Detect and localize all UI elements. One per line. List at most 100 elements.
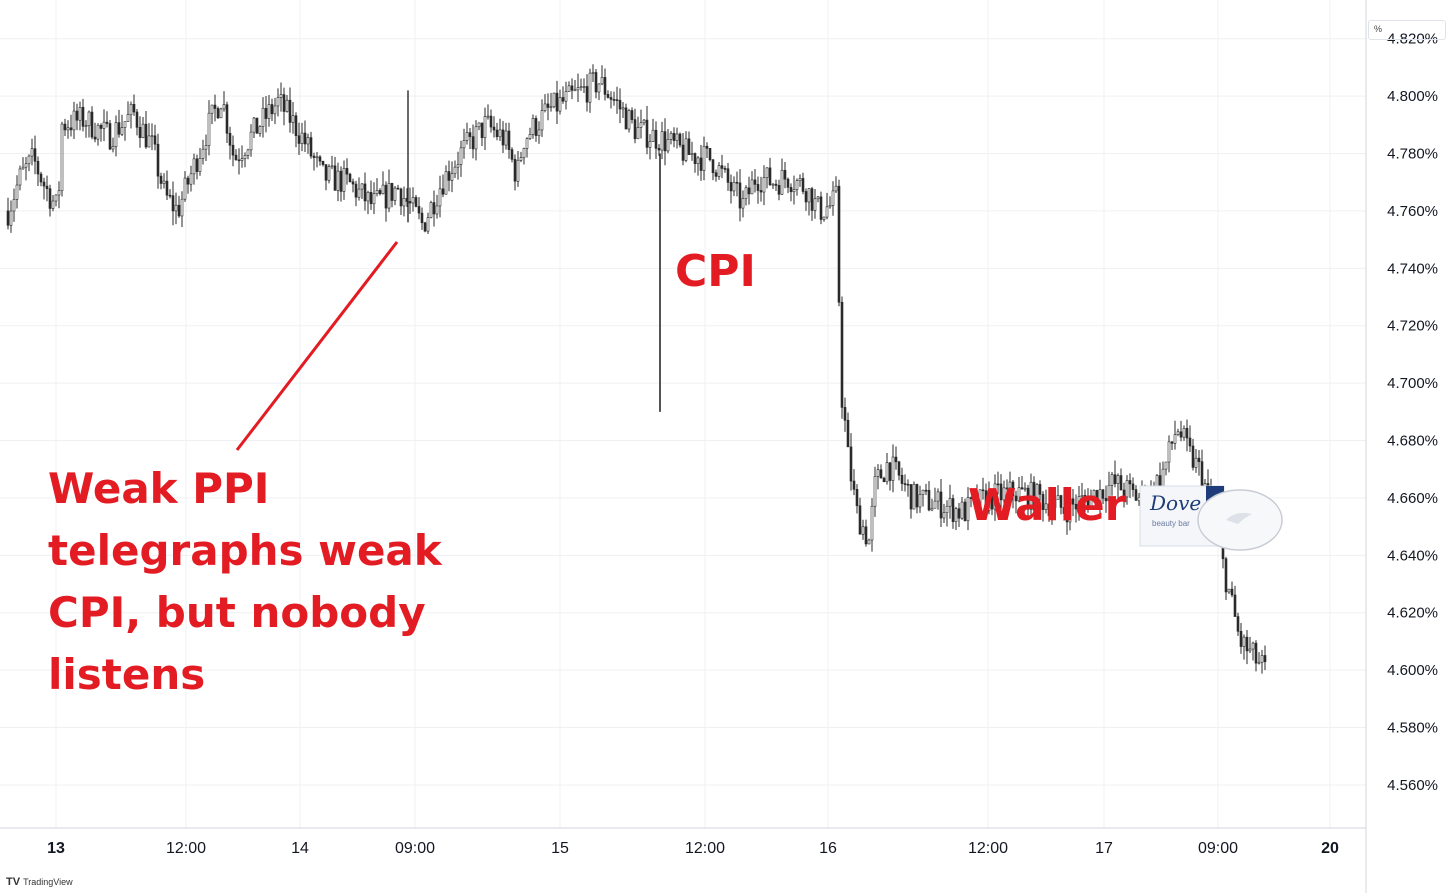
tradingview-footer[interactable]: TV TradingView [6, 876, 73, 888]
candle-body [1128, 480, 1132, 485]
candle-body [264, 107, 268, 119]
candle-body [621, 107, 625, 110]
candle-body [351, 181, 355, 185]
price-unit-label[interactable]: % [1368, 20, 1446, 40]
candle-body [513, 159, 517, 182]
candle-body [702, 145, 706, 171]
candle-body [711, 159, 715, 173]
candle-body [117, 122, 121, 135]
candle-body [918, 494, 922, 508]
candle-body [114, 122, 118, 147]
annotation-pointer-line [235, 241, 399, 451]
candle-body [51, 200, 55, 209]
candle-body [861, 526, 865, 535]
candle-body [444, 171, 448, 195]
candle-body [1125, 480, 1129, 498]
candle-body [672, 133, 676, 141]
candle-body [1131, 483, 1135, 490]
candle-body [336, 170, 340, 191]
candle-body [645, 119, 649, 148]
candle-body [699, 157, 703, 171]
candle-body [1254, 642, 1258, 664]
candle-body [357, 188, 361, 198]
candle-body [978, 489, 982, 509]
candle-body [450, 173, 454, 181]
candle-body [213, 104, 217, 109]
candle-body [261, 107, 265, 127]
candle-body [984, 490, 988, 511]
candle-body [1110, 474, 1114, 486]
candle-body [585, 86, 589, 103]
candle-body [948, 498, 952, 507]
y-tick-label: 4.800% [1387, 88, 1438, 105]
candle-body [1050, 507, 1054, 517]
candle-body [1257, 661, 1261, 664]
candle-body [771, 183, 775, 186]
dove-bird-icon [1226, 512, 1252, 524]
candle-body [972, 495, 976, 499]
candle-body [270, 104, 274, 115]
candle-body [219, 108, 223, 119]
candle-body [375, 190, 379, 194]
candle-body [474, 126, 478, 150]
candle-body [393, 187, 397, 201]
candle-body [417, 206, 421, 214]
candle-body [999, 483, 1003, 501]
candle-body [279, 94, 283, 98]
candle-body [387, 182, 391, 209]
candle-body [714, 172, 718, 177]
candle-body [1245, 636, 1249, 652]
candle-body [747, 187, 751, 195]
candle-body [333, 165, 337, 191]
tradingview-brand: TradingView [23, 877, 73, 887]
candle-body [642, 119, 646, 124]
candle-body [744, 187, 748, 199]
candle-body [1056, 495, 1060, 500]
candle-body [81, 107, 85, 127]
candle-body [1248, 648, 1252, 652]
dove-soap-image: Dove beauty bar [1139, 485, 1283, 551]
candle-body [1095, 490, 1099, 506]
candle-body [540, 110, 544, 131]
candle-body [963, 501, 967, 522]
candle-body [315, 156, 319, 159]
candle-body [396, 187, 400, 190]
candle-body [678, 133, 682, 146]
candle-body [939, 491, 943, 519]
candle-body [372, 193, 376, 205]
candle-body [189, 173, 193, 185]
candle-body [1227, 588, 1231, 593]
candle-body [579, 86, 583, 89]
candle-body [408, 201, 412, 204]
candle-body [849, 446, 853, 482]
candle-body [9, 210, 13, 226]
candle-body [18, 168, 22, 186]
candle-body [138, 127, 142, 138]
candle-body [84, 125, 88, 127]
candle-body [1062, 507, 1066, 514]
candle-body [360, 183, 364, 190]
candle-body [342, 168, 346, 192]
candle-body [294, 115, 298, 137]
candle-body [54, 194, 58, 202]
candle-body [957, 508, 961, 519]
candle-body [102, 121, 106, 129]
candle-body [651, 129, 655, 142]
candle-body [144, 123, 148, 148]
candle-body [813, 198, 817, 211]
x-axis-ticks: 13 12:00 14 09:00 15 12:00 16 12:00 17 09:00 20 [47, 840, 1339, 857]
candle-body [609, 97, 613, 100]
candle-body [930, 507, 934, 511]
candle-body [399, 188, 403, 207]
candle-body [1107, 484, 1111, 502]
candle-body [516, 159, 520, 182]
y-tick-label: 4.700% [1387, 375, 1438, 392]
y-tick-label: 4.680% [1387, 433, 1438, 450]
candle-body [42, 181, 46, 187]
x-tick-label: 15 [551, 840, 569, 857]
candle-body [684, 138, 688, 161]
candle-body [249, 131, 253, 151]
candle-body [1074, 503, 1078, 510]
candle-body [45, 185, 49, 189]
candle-body [1026, 487, 1030, 510]
